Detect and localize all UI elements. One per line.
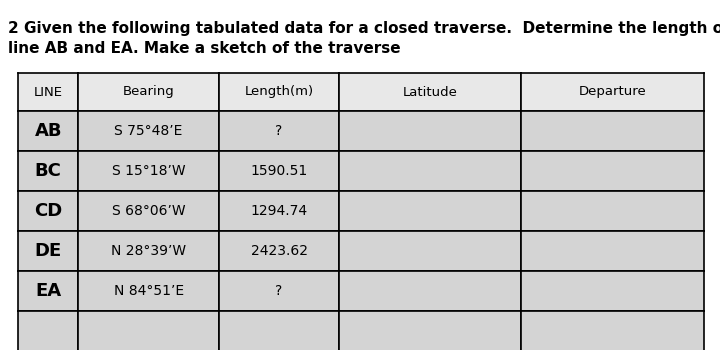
Text: Departure: Departure xyxy=(579,85,647,98)
Text: 2423.62: 2423.62 xyxy=(251,244,307,258)
Text: Length(m): Length(m) xyxy=(245,85,314,98)
Text: CD: CD xyxy=(34,202,63,220)
Text: AB: AB xyxy=(35,122,62,140)
Text: 1294.74: 1294.74 xyxy=(251,204,307,218)
Text: S 68°06’W: S 68°06’W xyxy=(112,204,186,218)
Text: BC: BC xyxy=(35,162,62,180)
Text: Bearing: Bearing xyxy=(123,85,174,98)
Text: EA: EA xyxy=(35,282,61,300)
Text: ?: ? xyxy=(275,124,283,138)
Text: ?: ? xyxy=(275,284,283,298)
Text: DE: DE xyxy=(35,242,62,260)
Text: N 28°39’W: N 28°39’W xyxy=(111,244,186,258)
Text: line AB and EA. Make a sketch of the traverse: line AB and EA. Make a sketch of the tra… xyxy=(8,41,400,56)
Text: LINE: LINE xyxy=(34,85,63,98)
Text: S 15°18’W: S 15°18’W xyxy=(112,164,186,178)
Text: 1590.51: 1590.51 xyxy=(251,164,307,178)
Text: Latitude: Latitude xyxy=(402,85,457,98)
Text: N 84°51’E: N 84°51’E xyxy=(114,284,184,298)
Text: 2 Given the following tabulated data for a closed traverse.  Determine the lengt: 2 Given the following tabulated data for… xyxy=(8,21,720,36)
Text: S 75°48’E: S 75°48’E xyxy=(114,124,183,138)
